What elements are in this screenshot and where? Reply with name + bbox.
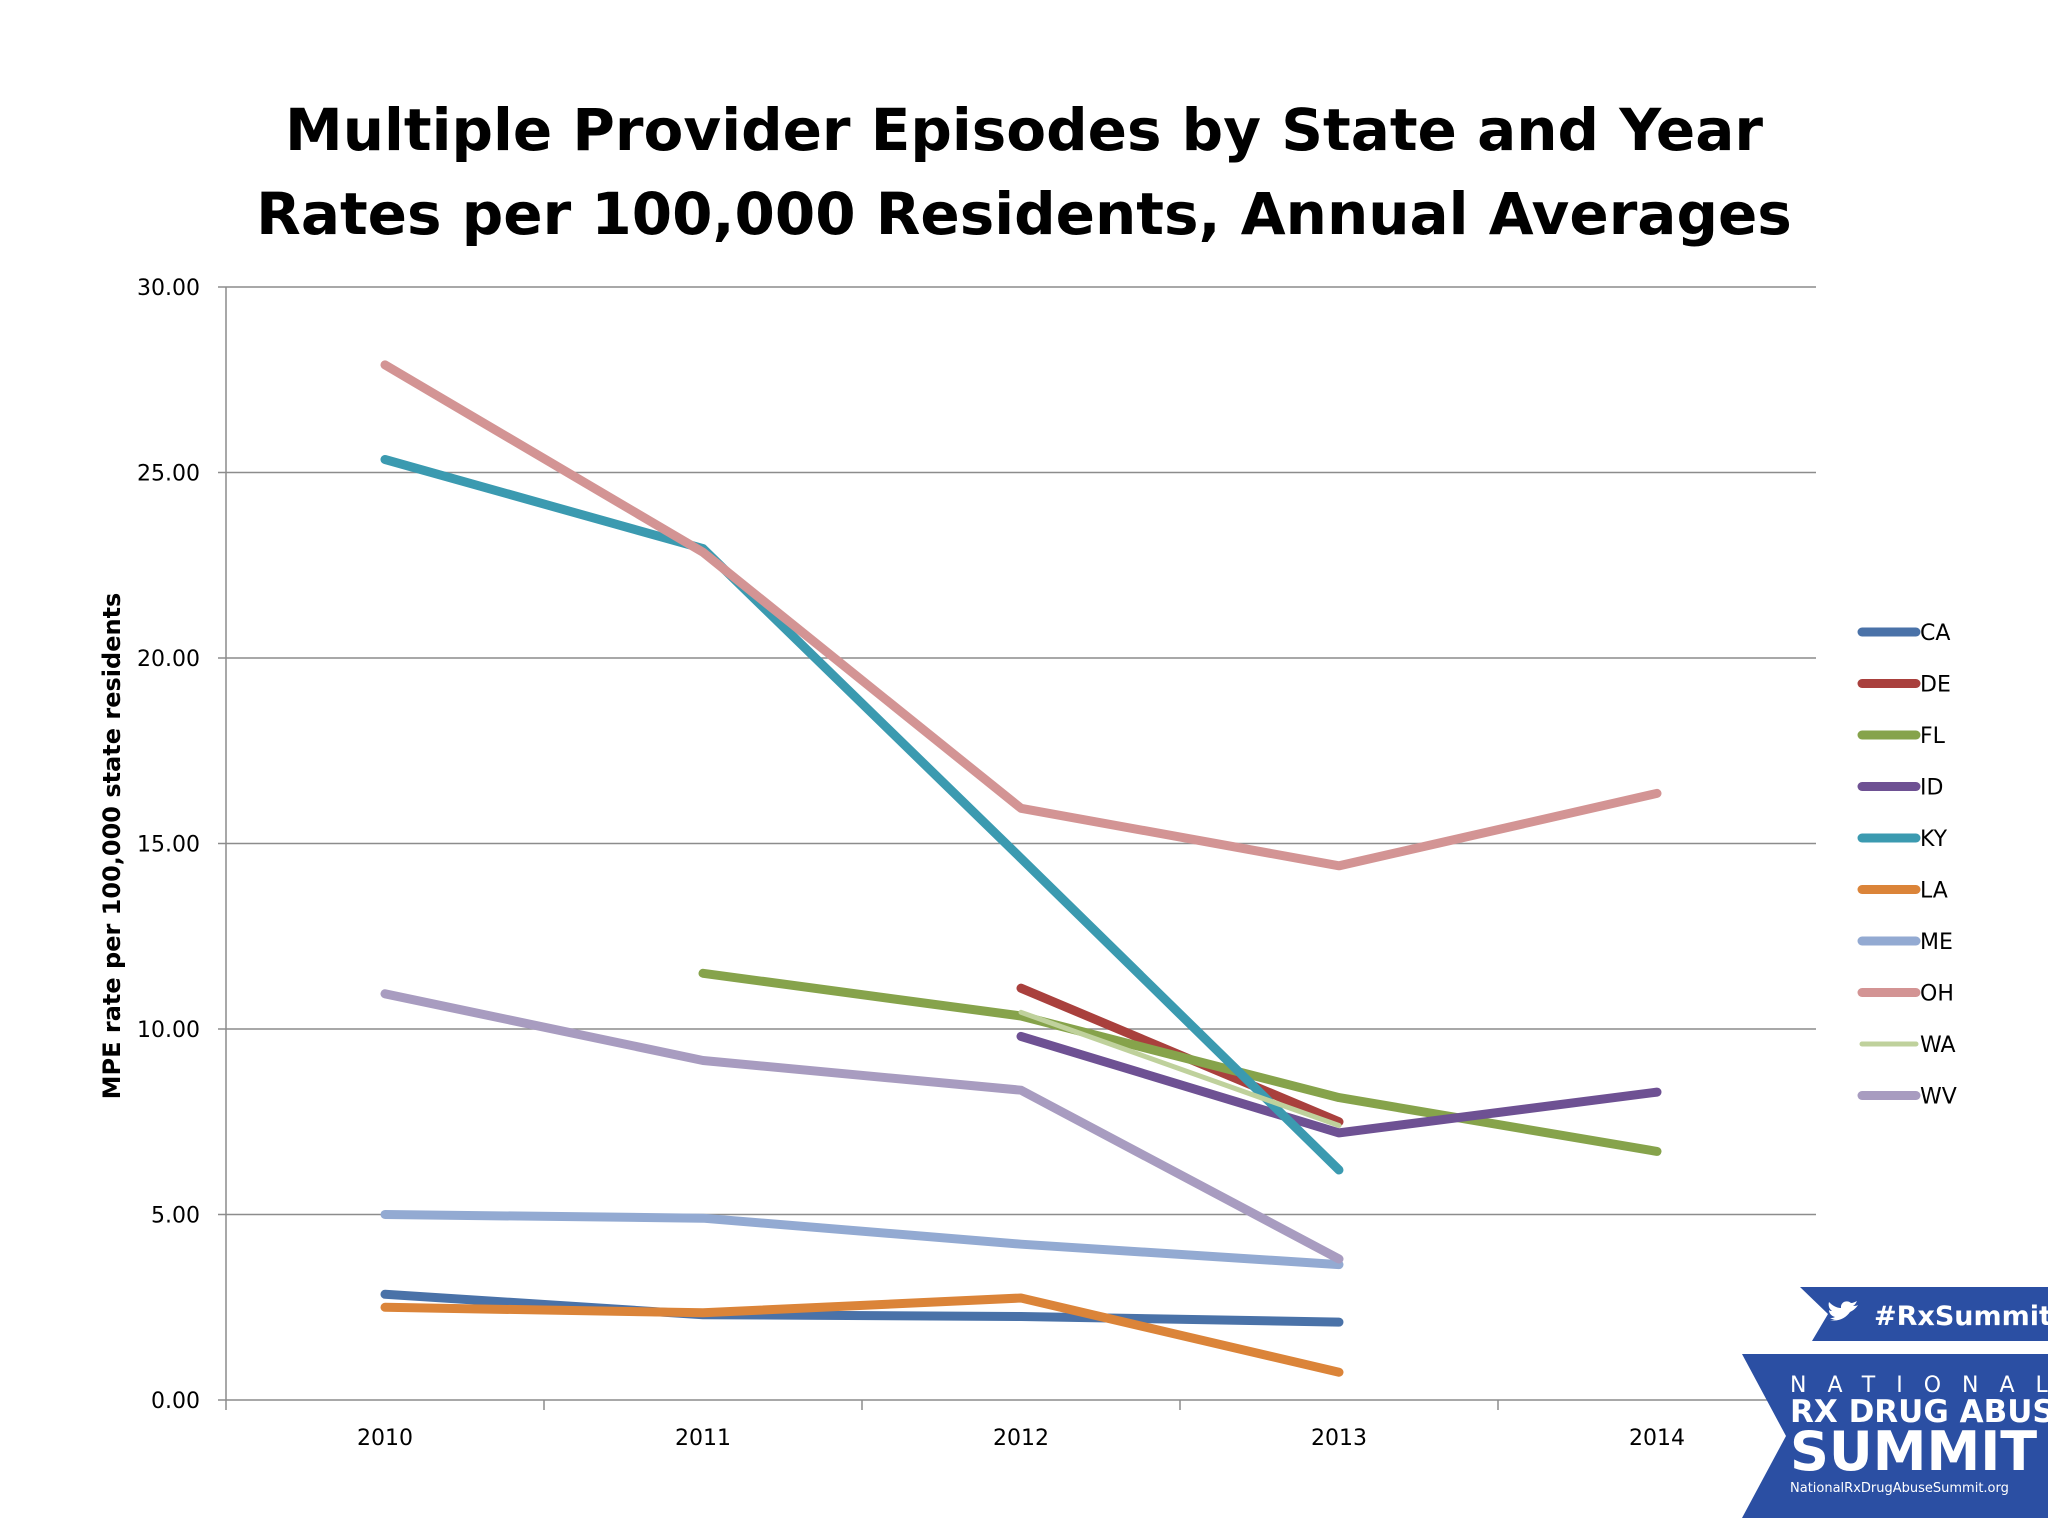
y-tick-label: 30.00 <box>137 276 200 301</box>
series-line-me <box>380 1210 1344 1270</box>
logo-line-rx: RX DRUG ABUSE <box>1790 1394 2048 1430</box>
series-lines <box>380 360 1662 1377</box>
legend-label-ky: KY <box>1920 827 1948 852</box>
y-tick-label: 25.00 <box>137 462 200 487</box>
y-tick-label: 10.00 <box>137 1018 200 1043</box>
x-tick-label: 2010 <box>357 1426 413 1451</box>
y-tick-label: 5.00 <box>151 1204 200 1229</box>
series-line-fl <box>698 968 1662 1156</box>
legend-label-ca: CA <box>1920 621 1950 646</box>
series-line-ca <box>380 1289 1344 1327</box>
legend-label-wa: WA <box>1920 1033 1956 1058</box>
y-tick-label: 15.00 <box>137 833 200 858</box>
y-tick-label: 20.00 <box>137 647 200 672</box>
y-tick-labels: 0.00 5.00 10.00 15.00 20.00 25.00 30.00 <box>137 276 200 1414</box>
series-line-id <box>1016 1031 1662 1138</box>
legend-label-oh: OH <box>1920 982 1954 1007</box>
hashtag-text: #RxSummit <box>1874 1301 2048 1332</box>
series-line-ky <box>380 455 1344 1175</box>
legend-label-la: LA <box>1920 879 1948 904</box>
x-tick-label: 2013 <box>1311 1426 1367 1451</box>
x-tick-label: 2014 <box>1629 1426 1685 1451</box>
summit-logo: #RxSummit NATIONAL RX DRUG ABUSE SUMMIT … <box>1742 1287 2048 1518</box>
axes <box>225 287 1817 1410</box>
y-axis-label: MPE rate per 100,000 state residents <box>98 593 126 1100</box>
legend: CA DE FL ID KY LA ME OH WA WV <box>1857 621 1957 1110</box>
summit-banner <box>1742 1354 2048 1518</box>
series-line-la <box>380 1293 1344 1377</box>
chart-title: Multiple Provider Episodes by State and … <box>0 88 2048 256</box>
gridlines <box>218 286 1816 1401</box>
legend-label-wv: WV <box>1920 1085 1957 1110</box>
hashtag-banner <box>1800 1287 2048 1341</box>
title-line-1: Multiple Provider Episodes by State and … <box>285 96 1763 164</box>
logo-line-summit: SUMMIT <box>1790 1420 2037 1483</box>
series-line-oh <box>380 360 1662 871</box>
x-tick-labels: 2010 2011 2012 2013 2014 <box>357 1426 1685 1451</box>
x-tick-label: 2011 <box>675 1426 731 1451</box>
legend-label-me: ME <box>1920 930 1953 955</box>
legend-label-de: DE <box>1920 673 1951 698</box>
logo-line-national: NATIONAL <box>1790 1373 2048 1398</box>
logo-url: NationalRxDrugAbuseSummit.org <box>1790 1481 2009 1496</box>
series-line-wv <box>380 989 1344 1264</box>
twitter-bird-icon <box>1828 1301 1858 1321</box>
y-tick-label: 0.00 <box>151 1389 200 1414</box>
legend-label-fl: FL <box>1920 724 1946 749</box>
x-tick-label: 2012 <box>993 1426 1049 1451</box>
title-line-2: Rates per 100,000 Residents, Annual Aver… <box>256 180 1792 248</box>
series-line-wa <box>1018 1009 1342 1128</box>
legend-label-id: ID <box>1920 776 1943 801</box>
